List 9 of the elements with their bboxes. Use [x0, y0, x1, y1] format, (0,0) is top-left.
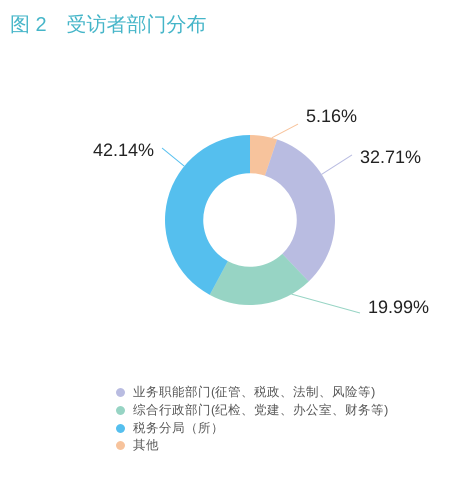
legend-label: 业务职能部门(征管、税政、法制、风险等) [133, 384, 376, 402]
chart-title: 图 2 受访者部门分布 [10, 13, 207, 37]
legend-label: 税务分局（所） [133, 420, 224, 437]
legend-label: 其他 [133, 437, 159, 454]
data-label: 42.14% [92, 140, 154, 160]
data-label: 19.99% [368, 296, 430, 317]
data-label: 5.16% [306, 106, 358, 126]
data-label: 32.71% [360, 146, 422, 167]
legend-label: 综合行政部门(纪检、党建、办公室、财务等) [133, 402, 388, 420]
